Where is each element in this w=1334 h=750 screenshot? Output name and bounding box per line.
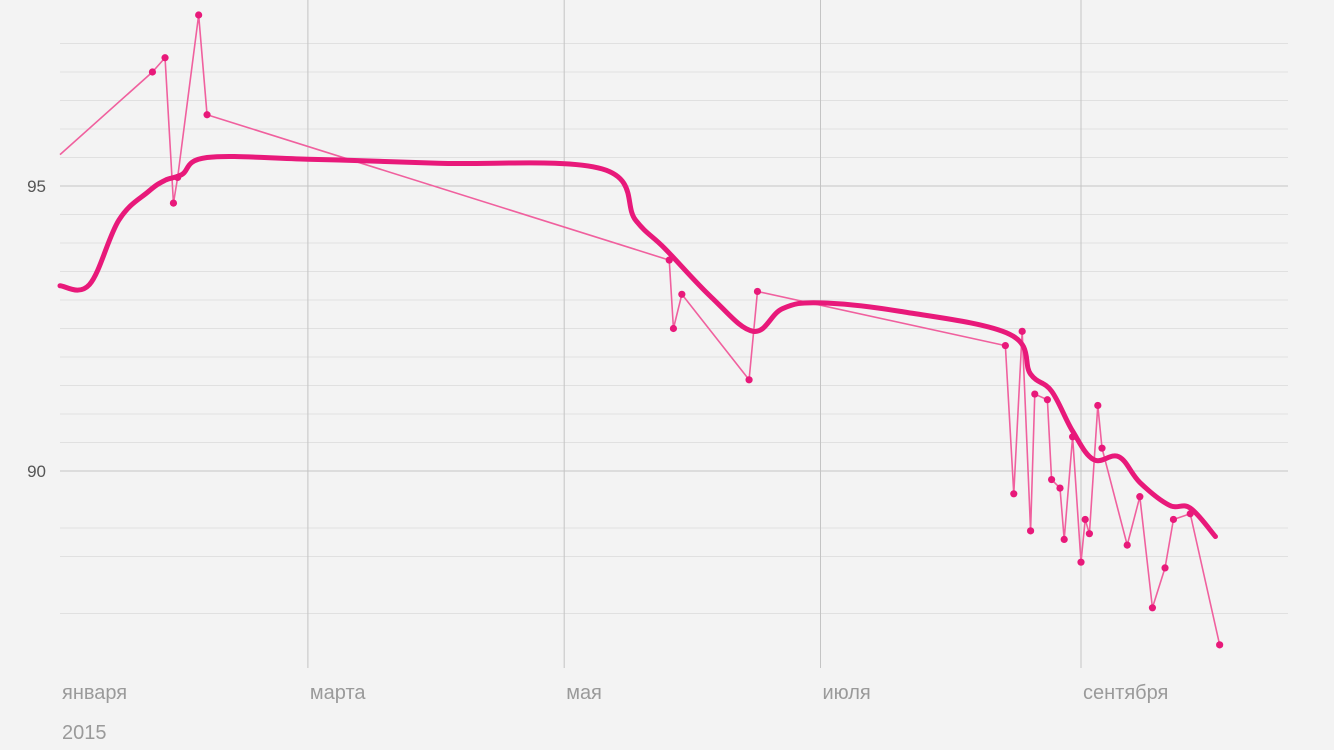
raw-data-point — [1010, 490, 1018, 498]
raw-data-point — [1043, 396, 1051, 404]
raw-data-point — [669, 324, 678, 333]
raw-data-point — [195, 11, 203, 19]
raw-data-point — [1136, 493, 1144, 501]
raw-data-point — [1026, 527, 1035, 535]
year-label: 2015 — [62, 722, 107, 744]
raw-data-point — [1077, 558, 1085, 566]
raw-data-point — [745, 376, 753, 384]
x-tick-label: мая — [566, 682, 602, 704]
raw-data-point — [753, 287, 762, 296]
raw-data-point — [1098, 444, 1106, 452]
raw-data-point — [1094, 401, 1102, 410]
raw-data-point — [1047, 475, 1056, 484]
smoothed-series-line — [57, 153, 1218, 540]
raw-data-point — [1060, 535, 1068, 544]
raw-data-point — [1081, 515, 1089, 524]
raw-data-point — [1123, 541, 1131, 549]
x-tick-label: января — [62, 682, 127, 704]
raw-data-point — [1148, 604, 1157, 612]
raw-data-point — [1085, 530, 1094, 538]
raw-data-point — [1161, 564, 1169, 572]
x-tick-label: сентября — [1083, 682, 1168, 704]
raw-data-point — [1056, 484, 1064, 492]
raw-series-line — [59, 14, 1221, 646]
raw-data-point — [1031, 390, 1039, 398]
raw-data-point — [1216, 641, 1224, 649]
x-tick-label: марта — [310, 682, 366, 704]
raw-data-point — [161, 54, 169, 62]
raw-data-point — [169, 199, 178, 207]
raw-data-point — [678, 290, 686, 298]
y-tick-label: 90 — [27, 462, 46, 481]
raw-data-point — [1018, 327, 1026, 335]
y-tick-label: 95 — [27, 177, 46, 196]
raw-data-point — [1169, 515, 1178, 524]
raw-data-point — [203, 111, 211, 119]
x-tick-label: июля — [822, 682, 870, 704]
raw-data-point — [148, 68, 157, 76]
raw-data-point — [1001, 342, 1009, 350]
